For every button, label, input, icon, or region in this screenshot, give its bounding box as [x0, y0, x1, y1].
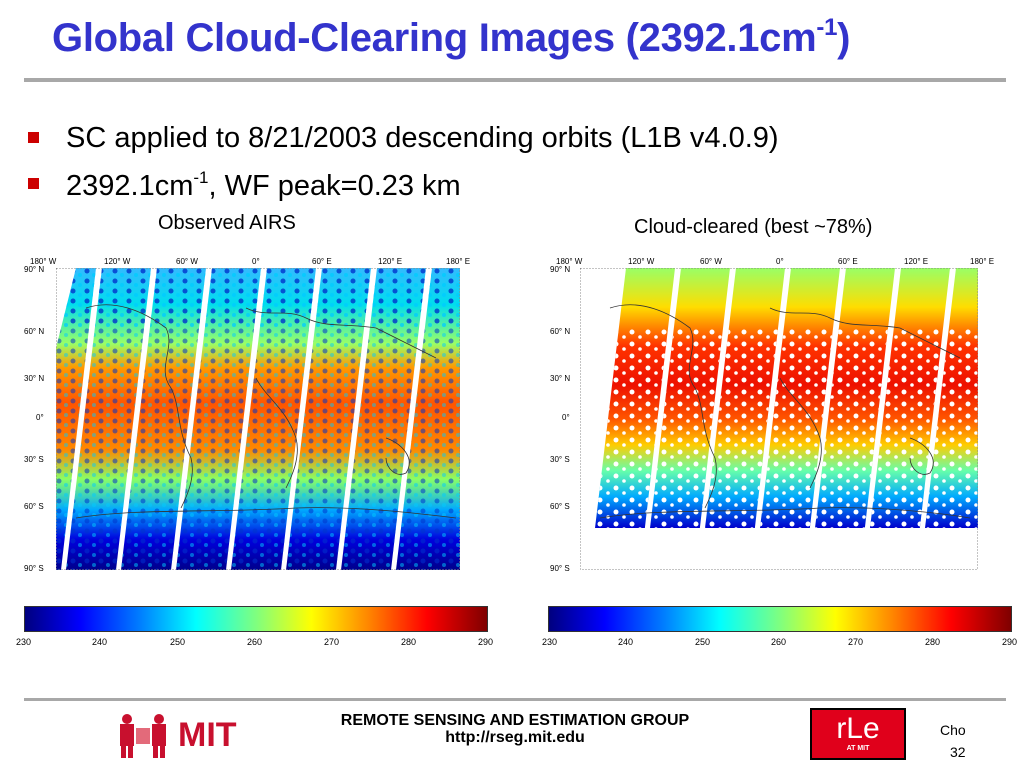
lat-label: 90° S	[24, 564, 44, 573]
colorbar-tick: 270	[324, 637, 340, 647]
square-bullet-icon	[28, 132, 39, 143]
lat-label: 60° S	[550, 502, 570, 511]
lat-label: 90° S	[550, 564, 570, 573]
lat-label: 30° S	[550, 455, 570, 464]
lon-label: 60° E	[312, 257, 332, 266]
lat-label: 90° N	[24, 265, 45, 274]
group-name: REMOTE SENSING AND ESTIMATION GROUP	[340, 712, 690, 729]
lat-label: 60° N	[550, 327, 571, 336]
colorbar-tick: 280	[925, 637, 941, 647]
lon-label: 60° W	[700, 257, 722, 266]
lon-label: 180° W	[556, 257, 583, 266]
lon-label: 180° E	[446, 257, 471, 266]
observed-airs-caption: Observed AIRS	[158, 212, 296, 234]
bullet-item: 2392.1cm-1, WF peak=0.23 km	[28, 168, 988, 214]
bullet-text: SC applied to 8/21/2003 descending orbit…	[66, 122, 779, 154]
colorbar-tick: 250	[170, 637, 186, 647]
colorbar-tick: 230	[542, 637, 558, 647]
rle-sub-label: AT MIT	[846, 745, 870, 752]
title-divider	[24, 78, 1006, 82]
observed-airs-map-image	[56, 268, 460, 570]
lon-label: 120° E	[904, 257, 929, 266]
lon-label: 120° E	[378, 257, 403, 266]
lat-label: 0°	[36, 413, 44, 422]
colorbar-tick: 260	[247, 637, 263, 647]
lon-label: 60° E	[838, 257, 858, 266]
right-colorbar	[548, 606, 1012, 632]
lat-label: 60° N	[24, 327, 45, 336]
bullet-text: 2392.1cm-1, WF peak=0.23 km	[66, 168, 461, 202]
colorbar-tick: 270	[848, 637, 864, 647]
mit-seal-icon	[120, 714, 166, 758]
lon-label: 180° E	[970, 257, 995, 266]
colorbar-tick: 240	[618, 637, 634, 647]
colorbar-tick: 230	[16, 637, 32, 647]
lon-label: 180° W	[30, 257, 57, 266]
cloud-cleared-map	[580, 268, 978, 570]
colorbar-tick: 240	[92, 637, 108, 647]
lon-label: 0°	[252, 257, 260, 266]
rle-logo: rLe AT MIT	[810, 708, 906, 760]
colorbar-tick: 290	[1002, 637, 1018, 647]
author-name: Cho	[940, 722, 966, 738]
cloud-cleared-caption: Cloud-cleared (best ~78%)	[634, 216, 873, 238]
cloud-cleared-map-image	[580, 268, 978, 570]
rle-label: rLe	[836, 712, 880, 745]
colorbar-tick: 280	[401, 637, 417, 647]
colorbar-tick: 260	[771, 637, 787, 647]
lat-label: 30° N	[24, 374, 45, 383]
colorbar-tick: 290	[478, 637, 494, 647]
bullet-item: SC applied to 8/21/2003 descending orbit…	[28, 122, 988, 168]
mit-logo: MIT	[118, 708, 244, 762]
slide-title: Global Cloud-Clearing Images (2392.1cm-1…	[52, 14, 851, 60]
colorbar-tick: 250	[695, 637, 711, 647]
footer-group: REMOTE SENSING AND ESTIMATION GROUP http…	[280, 712, 750, 746]
mit-label: MIT	[178, 716, 237, 754]
observed-airs-map	[56, 268, 460, 570]
page-number: 32	[950, 744, 966, 760]
footer-divider	[24, 698, 1006, 701]
lon-label: 60° W	[176, 257, 198, 266]
lat-label: 60° S	[24, 502, 44, 511]
lon-label: 120° W	[104, 257, 131, 266]
lon-label: 120° W	[628, 257, 655, 266]
lat-label: 30° S	[24, 455, 44, 464]
lon-label: 0°	[776, 257, 784, 266]
bullet-list: SC applied to 8/21/2003 descending orbit…	[28, 122, 988, 214]
lat-label: 30° N	[550, 374, 571, 383]
lat-label: 0°	[562, 413, 570, 422]
lat-label: 90° N	[550, 265, 571, 274]
square-bullet-icon	[28, 178, 39, 189]
left-colorbar	[24, 606, 488, 632]
group-url[interactable]: http://rseg.mit.edu	[445, 729, 585, 746]
